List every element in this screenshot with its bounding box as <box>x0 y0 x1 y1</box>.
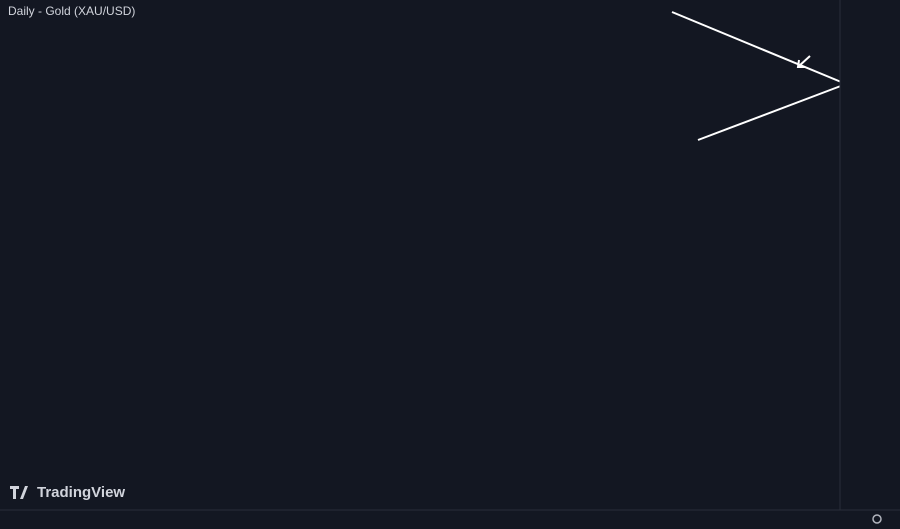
brand-logo <box>10 486 29 499</box>
settings-icon[interactable] <box>872 514 882 524</box>
brand-name: TradingView <box>37 484 125 501</box>
arrow-head <box>796 59 805 68</box>
brand: TradingView <box>10 484 125 501</box>
arrow-shaft <box>798 55 811 67</box>
upper-trendline <box>671 11 847 85</box>
triangle-annotation <box>671 11 847 141</box>
chart-title: Daily - Gold (XAU/USD) <box>8 4 135 18</box>
price-axis <box>840 0 900 529</box>
lower-trendline <box>697 83 847 141</box>
